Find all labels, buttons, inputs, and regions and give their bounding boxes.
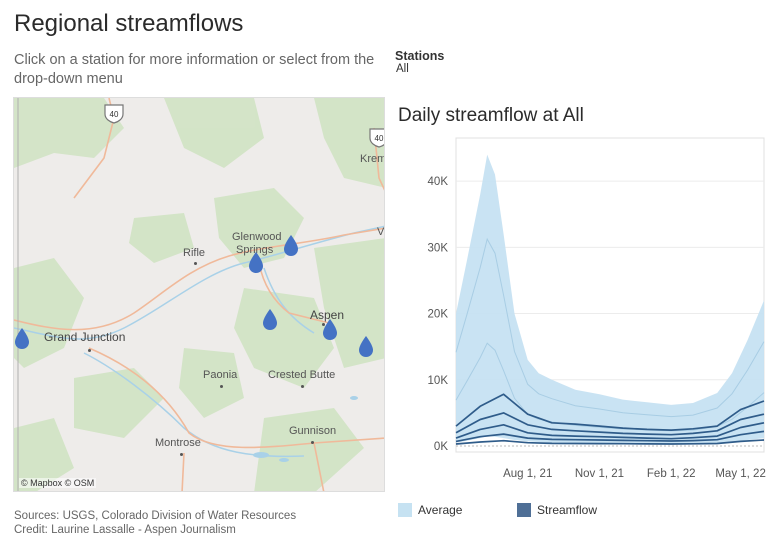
station-marker-drop-icon[interactable] [13,327,31,351]
station-marker-drop-icon[interactable] [357,335,375,359]
town-label-crested-butte: Crested Butte [268,369,336,381]
average-inner-line [455,237,765,418]
streamflow-line [455,412,765,436]
page-title: Regional streamflows [14,10,244,37]
town-label-partial: V [377,226,385,238]
legend-label-streamflow: Streamflow [537,503,598,517]
streamflow-line [455,393,765,431]
x-tick-label: Aug 1, 21 [503,468,552,480]
stations-dropdown[interactable]: All [396,63,409,75]
town-label-springs: Springs [236,244,274,256]
credit-text: Credit: Laurine Lassalle - Aspen Journal… [14,524,236,536]
average-band [456,154,764,444]
y-tick-label: 10K [428,375,449,387]
station-marker-drop-icon[interactable] [261,308,279,332]
town-dot [180,453,183,456]
plot-frame [455,137,765,453]
y-tick-label: 20K [428,309,449,321]
forest-areas [14,98,384,491]
town-dot [88,349,91,352]
town-dot [301,385,304,388]
streamflow-chart[interactable]: 0K 10K 20K 30K 40K Aug 1, 21 Nov 1, 21 Feb 1, 2… [394,136,769,491]
y-tick-label: 30K [428,242,449,254]
legend-label-average: Average [418,503,463,517]
svg-text:40: 40 [375,134,384,143]
x-tick-label: May 1, 22 [715,468,766,480]
x-tick-label: Feb 1, 22 [647,468,696,480]
town-label-glenwood: Glenwood [232,231,282,243]
svg-text:40: 40 [110,110,119,119]
x-tick-label: Nov 1, 21 [575,468,624,480]
station-marker-drop-icon[interactable] [282,234,300,258]
y-tick-label: 0K [434,441,448,453]
town-label-kremmling: Kremm [360,153,384,165]
chart-title: Daily streamflow at All [398,105,584,126]
lakes [253,396,358,462]
town-label-grand-junction: Grand Junction [44,330,126,344]
y-tick-label: 40K [428,176,449,188]
town-label-aspen: Aspen [310,308,345,322]
town-label-paonia: Paonia [203,369,238,381]
legend-swatch-streamflow [517,503,531,517]
station-marker-drop-icon[interactable] [247,251,265,275]
stations-filter[interactable]: Stations All [395,49,444,75]
town-dot [322,323,325,326]
town-label-montrose: Montrose [155,437,201,449]
station-marker-drop-icon[interactable] [321,318,339,342]
streamflow-line [455,439,765,445]
town-label-gunnison: Gunnison [289,425,337,437]
station-map[interactable]: 40 40 Rifle Glenwood Springs Aspen Grand… [13,97,385,492]
map-basemap [14,98,384,491]
stations-label: Stations [395,49,445,63]
town-dot [194,262,197,265]
highway-shield-icon: 40 [104,104,124,124]
sources-text: Sources: USGS, Colorado Division of Wate… [14,510,297,522]
legend-average: Average [398,503,462,517]
streamflow-line [455,421,765,440]
highway-shield-icon: 40 [369,128,384,148]
legend-streamflow: Streamflow [517,503,597,517]
map-attribution[interactable]: © Mapbox © OSM [19,478,97,488]
town-dot [220,385,223,388]
town-label-rifle: Rifle [183,247,206,259]
legend-swatch-average [398,503,412,517]
instructions-text: Click on a station for more information … [14,52,375,87]
sources-credit: Sources: USGS, Colorado Division of Wate… [14,509,296,537]
town-dot [311,441,314,444]
streamflow-line [455,430,765,443]
